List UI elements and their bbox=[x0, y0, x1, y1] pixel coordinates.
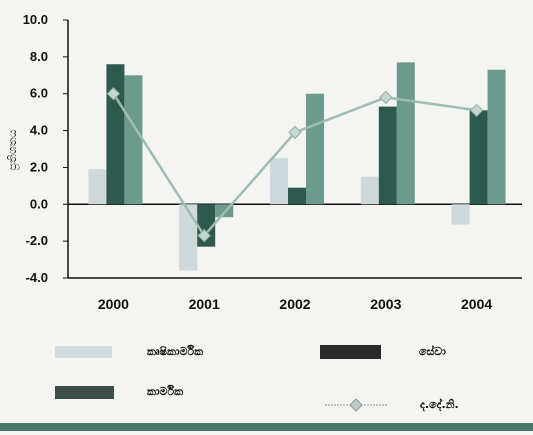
bar bbox=[360, 176, 379, 205]
gdp-point bbox=[288, 125, 302, 140]
legend-swatch-agri bbox=[55, 346, 112, 358]
legend-label-agri: කෘෂිකාර්මික bbox=[147, 345, 204, 358]
y-tick-label: 10.0 bbox=[23, 12, 48, 27]
gdp-point bbox=[197, 228, 211, 243]
legend-label-service: සේවා bbox=[419, 345, 446, 358]
bar bbox=[469, 110, 488, 205]
x-tick-label: 2002 bbox=[279, 296, 310, 312]
legend-swatch-industry bbox=[55, 385, 114, 399]
bars bbox=[88, 62, 506, 271]
legend-label-industry: කාර්මික bbox=[147, 385, 184, 398]
bar bbox=[378, 106, 397, 205]
gdp-point bbox=[379, 90, 393, 105]
legend-swatch-gdp bbox=[325, 398, 387, 412]
tick-labels: 10.0 8.0 6.0 4.0 2.0 0.0 -2.0 -4.0 2000 2001 2002 2… bbox=[23, 12, 493, 312]
y-tick-label: 0.0 bbox=[30, 196, 48, 211]
footer-bar bbox=[0, 423, 533, 431]
bar bbox=[487, 69, 506, 205]
gdp-point bbox=[469, 103, 484, 118]
gdp-point bbox=[106, 87, 121, 101]
bar bbox=[88, 169, 107, 205]
bar bbox=[270, 158, 288, 205]
bar bbox=[306, 93, 324, 205]
y-tick-label: -2.0 bbox=[26, 233, 48, 248]
x-tick-label: 2004 bbox=[461, 296, 492, 312]
bar bbox=[106, 64, 125, 205]
bar bbox=[288, 187, 306, 205]
bar bbox=[451, 204, 470, 225]
legend-swatch-service bbox=[320, 345, 381, 359]
legend-item-service: සේවා bbox=[320, 345, 446, 359]
legend-item-gdp: ද.දේ.නි. bbox=[325, 398, 459, 412]
y-tick-label: 2.0 bbox=[30, 159, 48, 174]
y-tick-label: 4.0 bbox=[30, 123, 48, 138]
y-tick-label: -4.0 bbox=[26, 270, 48, 285]
x-tick-label: 2003 bbox=[370, 296, 401, 312]
bar bbox=[124, 75, 143, 205]
axes bbox=[63, 19, 522, 279]
gdp-series-line bbox=[112, 93, 477, 238]
bar bbox=[179, 204, 198, 271]
legend-item-industry: කාර්මික bbox=[55, 385, 183, 399]
legend-item-agri: කෘෂිකාර්මික bbox=[55, 345, 203, 359]
x-tick-label: 2000 bbox=[98, 296, 129, 312]
gdp-line bbox=[106, 87, 484, 243]
legend-label-gdp: ද.දේ.නි. bbox=[420, 398, 459, 411]
y-tick-label: 6.0 bbox=[30, 86, 48, 101]
y-axis-label: ප්‍රතිශතය bbox=[6, 129, 19, 170]
bar bbox=[396, 62, 415, 205]
y-tick-label: 8.0 bbox=[30, 49, 48, 64]
x-tick-label: 2001 bbox=[189, 296, 220, 312]
